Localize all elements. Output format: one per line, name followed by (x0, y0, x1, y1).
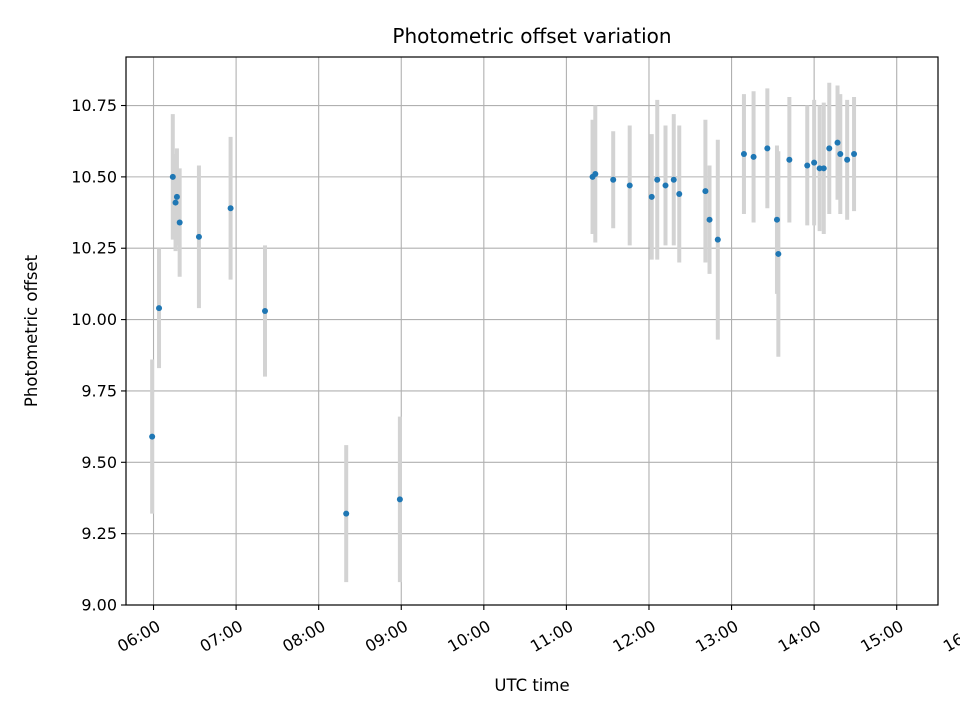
data-point (662, 182, 669, 189)
data-point (837, 151, 844, 158)
data-point (816, 165, 823, 172)
y-tick-label: 9.00 (81, 596, 117, 615)
data-point (702, 188, 709, 195)
data-point (592, 171, 599, 178)
data-point (648, 193, 655, 200)
y-tick-label: 10.25 (71, 239, 117, 258)
y-tick-label: 9.25 (81, 524, 117, 543)
data-point (176, 219, 183, 226)
data-point (149, 433, 156, 440)
y-axis-title: Photometric offset (22, 254, 41, 407)
data-point (343, 510, 350, 517)
data-points (149, 139, 858, 517)
y-tick-label: 9.75 (81, 381, 117, 400)
data-point (851, 151, 858, 158)
data-point (820, 165, 827, 172)
data-point (786, 156, 793, 163)
data-point (396, 496, 403, 503)
data-point (834, 139, 841, 146)
data-point (826, 145, 833, 152)
data-point (811, 159, 818, 166)
data-point (804, 162, 811, 169)
data-point (610, 176, 617, 183)
data-point (740, 151, 747, 158)
plot-frame (125, 56, 939, 606)
y-tick-label: 10.00 (71, 310, 117, 329)
data-point (775, 250, 782, 257)
x-axis-title: UTC time (494, 676, 569, 695)
data-point (706, 216, 713, 223)
data-point (262, 308, 269, 315)
y-tick-label: 9.50 (81, 453, 117, 472)
y-tick-label: 10.50 (71, 167, 117, 186)
data-point (227, 205, 234, 212)
grid (126, 57, 938, 606)
data-point (714, 236, 721, 243)
data-point (750, 153, 757, 160)
y-tick-label: 10.75 (71, 96, 117, 115)
data-point (626, 182, 633, 189)
data-point (172, 199, 179, 206)
data-point (670, 176, 677, 183)
data-point (844, 156, 851, 163)
data-point (173, 193, 180, 200)
data-point (676, 191, 683, 197)
chart-title: Photometric offset variation (392, 24, 671, 48)
data-point (195, 233, 202, 240)
data-point (156, 305, 163, 312)
data-point (773, 216, 780, 223)
data-point (169, 173, 176, 180)
data-point (654, 176, 661, 183)
data-point (764, 145, 771, 152)
